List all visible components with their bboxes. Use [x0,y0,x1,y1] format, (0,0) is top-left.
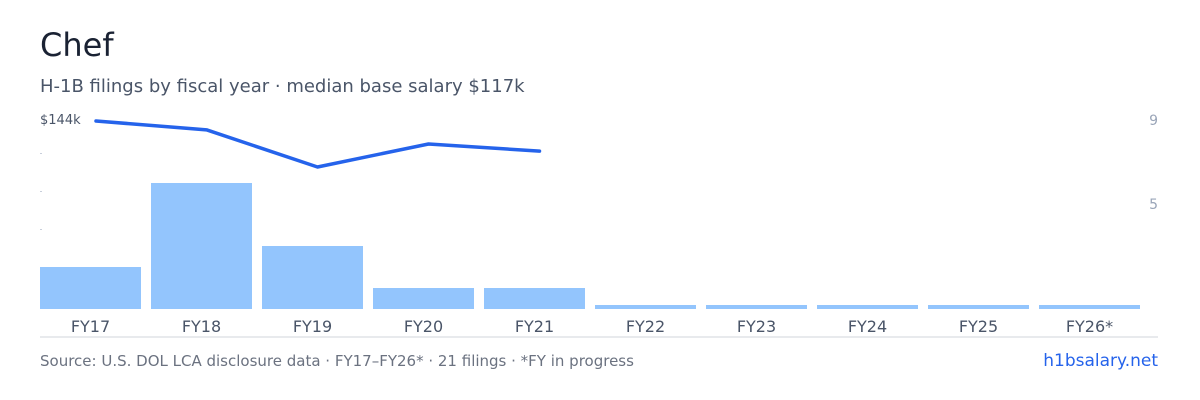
salary-axis-label: $144k [40,113,81,128]
bar-FY18 [151,183,252,309]
bar-FY26 [1039,305,1140,309]
x-tick-label: FY24 [848,317,887,336]
bar-FY20 [373,288,474,309]
left-axis-tick-mark [40,191,42,192]
x-tick-label: FY25 [959,317,998,336]
x-tick-label: FY23 [737,317,776,336]
bar-FY21 [484,288,585,309]
bar-FY23 [706,305,807,309]
left-axis-tick-mark [40,229,42,230]
right-axis-tick-label: 5 [1149,197,1158,213]
bar-FY22 [595,305,696,309]
bar-FY19 [262,246,363,309]
footer-brand-link[interactable]: h1bsalary.net [1043,351,1158,371]
x-tick-label: FY26* [1066,317,1113,336]
chart-subtitle: H-1B filings by fiscal year · median bas… [40,76,525,97]
x-tick-label: FY18 [182,317,221,336]
bar-FY17 [40,267,141,309]
bar-FY25 [928,305,1029,309]
salary-line [94,119,542,169]
right-axis-tick-label: 9 [1149,113,1158,129]
x-tick-label: FY21 [515,317,554,336]
x-tick-label: FY19 [293,317,332,336]
footer-source: Source: U.S. DOL LCA disclosure data · F… [40,352,634,370]
chart-title: Chef [40,26,114,64]
x-tick-label: FY22 [626,317,665,336]
left-axis-tick-mark [40,153,42,154]
x-tick-label: FY17 [71,317,110,336]
x-tick-label: FY20 [404,317,443,336]
bar-FY24 [817,305,918,309]
